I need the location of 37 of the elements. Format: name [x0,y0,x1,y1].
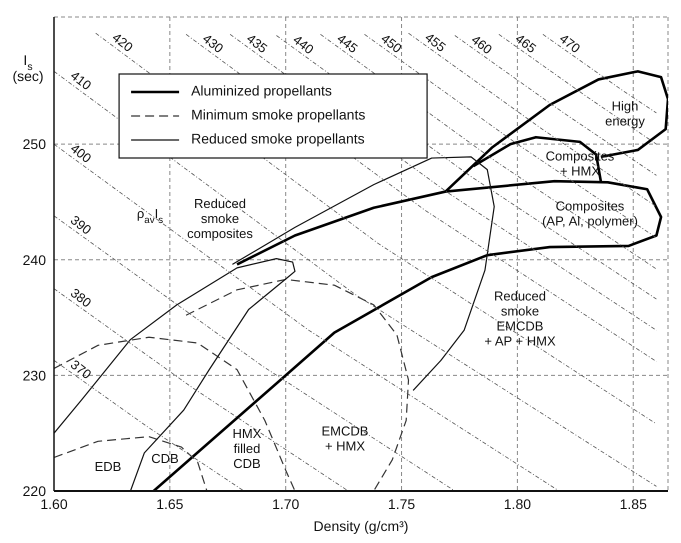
legend-label: Reduced smoke propellants [191,130,365,147]
y-tick-label: 230 [22,367,46,384]
y-axis-title: I$_{s}$ (sec) [12,52,44,84]
x-axis-title: Density (g/cm³) [314,518,408,534]
annotation: ρ$_{av}$I$_{s}$ [136,206,164,226]
text: 435 [244,30,270,56]
annotation: EMCDB + HMX [322,424,368,454]
annotation: HMX filled CDB [232,426,262,472]
text: 460 [468,32,496,58]
x-tick-label: 1.70 [272,496,300,512]
x-tick-label: 1.65 [156,496,184,512]
y-tick-label: 240 [22,252,46,268]
legend-label: Minimum smoke propellants [191,106,366,123]
text: 370 [68,356,94,382]
x-tick-label: 1.80 [504,496,532,512]
annotation: Reduced smoke EMCDB + AP + HMX [484,289,556,349]
text: 390 [68,212,94,238]
text: 440 [290,32,317,58]
annotation: EDB [94,459,122,474]
text: 450 [378,30,405,56]
annotation: CDB [151,451,179,466]
annotation: Composites (AP, Al, polymer) [542,198,638,229]
text: 400 [68,140,94,166]
text: 470 [556,30,584,56]
text: 465 [512,30,540,56]
text: 445 [334,30,361,56]
text: 420 [110,30,136,55]
text: 410 [68,68,94,93]
text: 455 [422,30,449,55]
legend-label: Aluminized propellants [191,82,332,99]
annotation: Reduced smoke composites [187,196,254,242]
x-tick-label: 1.85 [620,496,648,512]
text: 430 [200,30,226,56]
text: 380 [68,285,94,310]
x-tick-label: 1.75 [388,496,416,512]
annotation: High energy [605,98,646,129]
y-tick-label: 250 [22,136,46,152]
